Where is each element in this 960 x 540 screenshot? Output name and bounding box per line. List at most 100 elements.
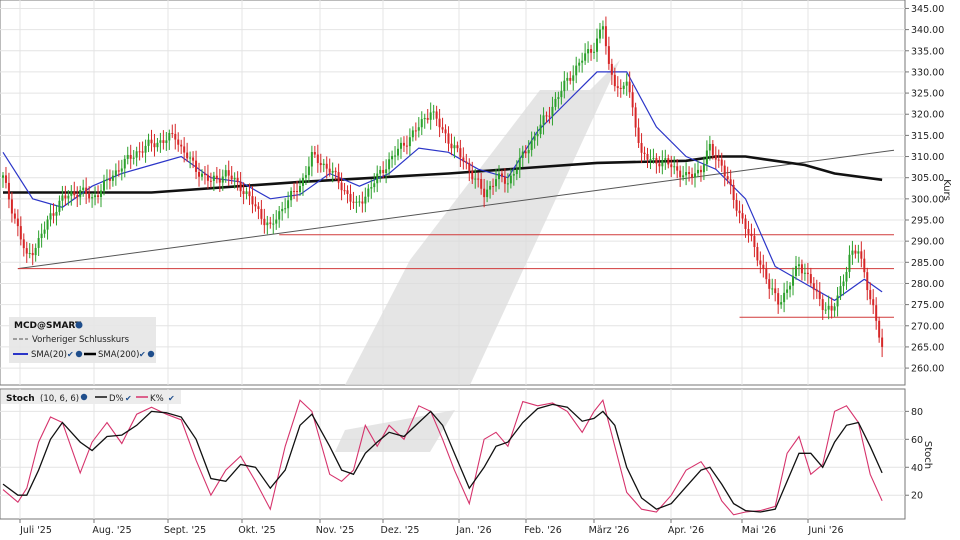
candle-body xyxy=(251,196,254,205)
candle-body xyxy=(307,166,310,176)
stoch-k-check-icon[interactable]: ✔ xyxy=(168,394,175,403)
candle-body xyxy=(830,305,833,311)
candle-body xyxy=(497,173,500,180)
candle-body xyxy=(610,63,613,75)
candle-body xyxy=(43,229,46,234)
candle-body xyxy=(19,226,22,240)
candle-body xyxy=(203,173,206,175)
candle-body xyxy=(474,178,477,180)
candle-body xyxy=(462,157,465,162)
candlestick-series xyxy=(2,16,884,358)
candle-body xyxy=(477,178,480,180)
candle-body xyxy=(578,62,581,66)
price-ytick-label-16: 265.00 xyxy=(911,342,944,353)
candle-body xyxy=(587,49,590,54)
x-axis: Juli '25 Aug. '25 Sept. '25 Okt. '25 Nov. '2… xyxy=(19,519,844,536)
x-tick-label-11: Juni '26 xyxy=(807,525,843,536)
candle-body xyxy=(310,151,313,167)
price-ytick-label-13: 280.00 xyxy=(911,279,944,290)
price-ytick-label-6: 315.00 xyxy=(911,131,944,142)
x-tick-label-10: Mai '26 xyxy=(742,525,776,536)
candle-body xyxy=(812,283,815,290)
candle-body xyxy=(337,172,340,183)
candle-body xyxy=(756,247,759,261)
candle-body xyxy=(456,145,459,149)
stoch-d-check-icon[interactable]: ✔ xyxy=(125,394,132,403)
candle-body xyxy=(405,145,408,147)
candle-body xyxy=(70,191,73,196)
candle-body xyxy=(411,130,414,138)
sma200-check-icon[interactable]: ✔ xyxy=(139,350,146,359)
candle-body xyxy=(94,195,97,198)
candle-body xyxy=(10,199,13,214)
candle-body xyxy=(530,140,533,151)
candle-body xyxy=(447,133,450,144)
candle-body xyxy=(100,190,103,198)
candle-body xyxy=(218,178,221,183)
sma20-info-icon[interactable] xyxy=(75,350,83,358)
candle-body xyxy=(40,233,43,239)
candle-body xyxy=(224,170,227,177)
sma20-check-icon[interactable]: ✔ xyxy=(67,350,74,359)
candle-body xyxy=(432,111,435,113)
candle-body xyxy=(572,75,575,81)
candle-body xyxy=(851,250,854,255)
candle-body xyxy=(818,291,821,300)
candle-body xyxy=(646,153,649,160)
candle-body xyxy=(215,175,218,179)
candle-body xyxy=(150,139,153,144)
candle-body xyxy=(417,127,420,131)
candle-body xyxy=(304,175,307,178)
candle-body xyxy=(738,210,741,214)
candle-body xyxy=(542,115,545,125)
candle-body xyxy=(46,219,49,230)
candle-body xyxy=(376,173,379,184)
legend-box xyxy=(9,317,156,363)
candle-body xyxy=(153,143,156,148)
price-ytick-label-2: 335.00 xyxy=(911,46,944,57)
candle-body xyxy=(22,239,25,249)
candle-body xyxy=(189,157,192,159)
candle-body xyxy=(192,157,195,161)
price-ytick-label-7: 310.00 xyxy=(911,152,944,163)
candle-body xyxy=(156,142,159,148)
candle-body xyxy=(79,189,82,198)
candle-body xyxy=(426,117,429,120)
legend-symbol: MCD@SMART xyxy=(14,321,82,331)
sma200-info-icon[interactable] xyxy=(147,350,155,358)
candle-body xyxy=(723,165,726,177)
symbol-info-icon[interactable] xyxy=(75,321,83,329)
candle-body xyxy=(183,146,186,153)
candle-body xyxy=(233,177,236,180)
candle-body xyxy=(239,182,242,192)
candle-body xyxy=(711,143,714,156)
candle-body xyxy=(536,134,539,137)
x-tick-label-0: Juli '25 xyxy=(19,525,52,536)
candle-body xyxy=(159,140,162,143)
candle-body xyxy=(76,195,79,198)
candle-body xyxy=(209,180,212,182)
x-tick-label-6: Jan. '26 xyxy=(455,525,491,536)
candle-body xyxy=(881,337,884,347)
trendline-0[interactable] xyxy=(17,149,895,270)
candle-body xyxy=(762,264,765,269)
candle-body xyxy=(73,191,76,196)
candle-body xyxy=(489,185,492,190)
candle-body xyxy=(824,309,827,311)
candle-body xyxy=(729,179,732,186)
stoch-legend-box xyxy=(1,390,181,404)
candle-body xyxy=(444,129,447,134)
candle-body xyxy=(628,81,631,93)
candle-body xyxy=(661,160,664,167)
candle-body xyxy=(604,26,607,47)
candle-body xyxy=(429,112,432,120)
candle-body xyxy=(625,81,628,86)
candle-body xyxy=(515,169,518,175)
candle-body xyxy=(872,299,875,306)
candle-body xyxy=(557,97,560,99)
candle-body xyxy=(248,191,251,197)
candle-body xyxy=(97,195,100,198)
stoch-info-icon[interactable] xyxy=(80,393,88,401)
candle-body xyxy=(676,166,679,171)
candle-body xyxy=(735,199,738,211)
